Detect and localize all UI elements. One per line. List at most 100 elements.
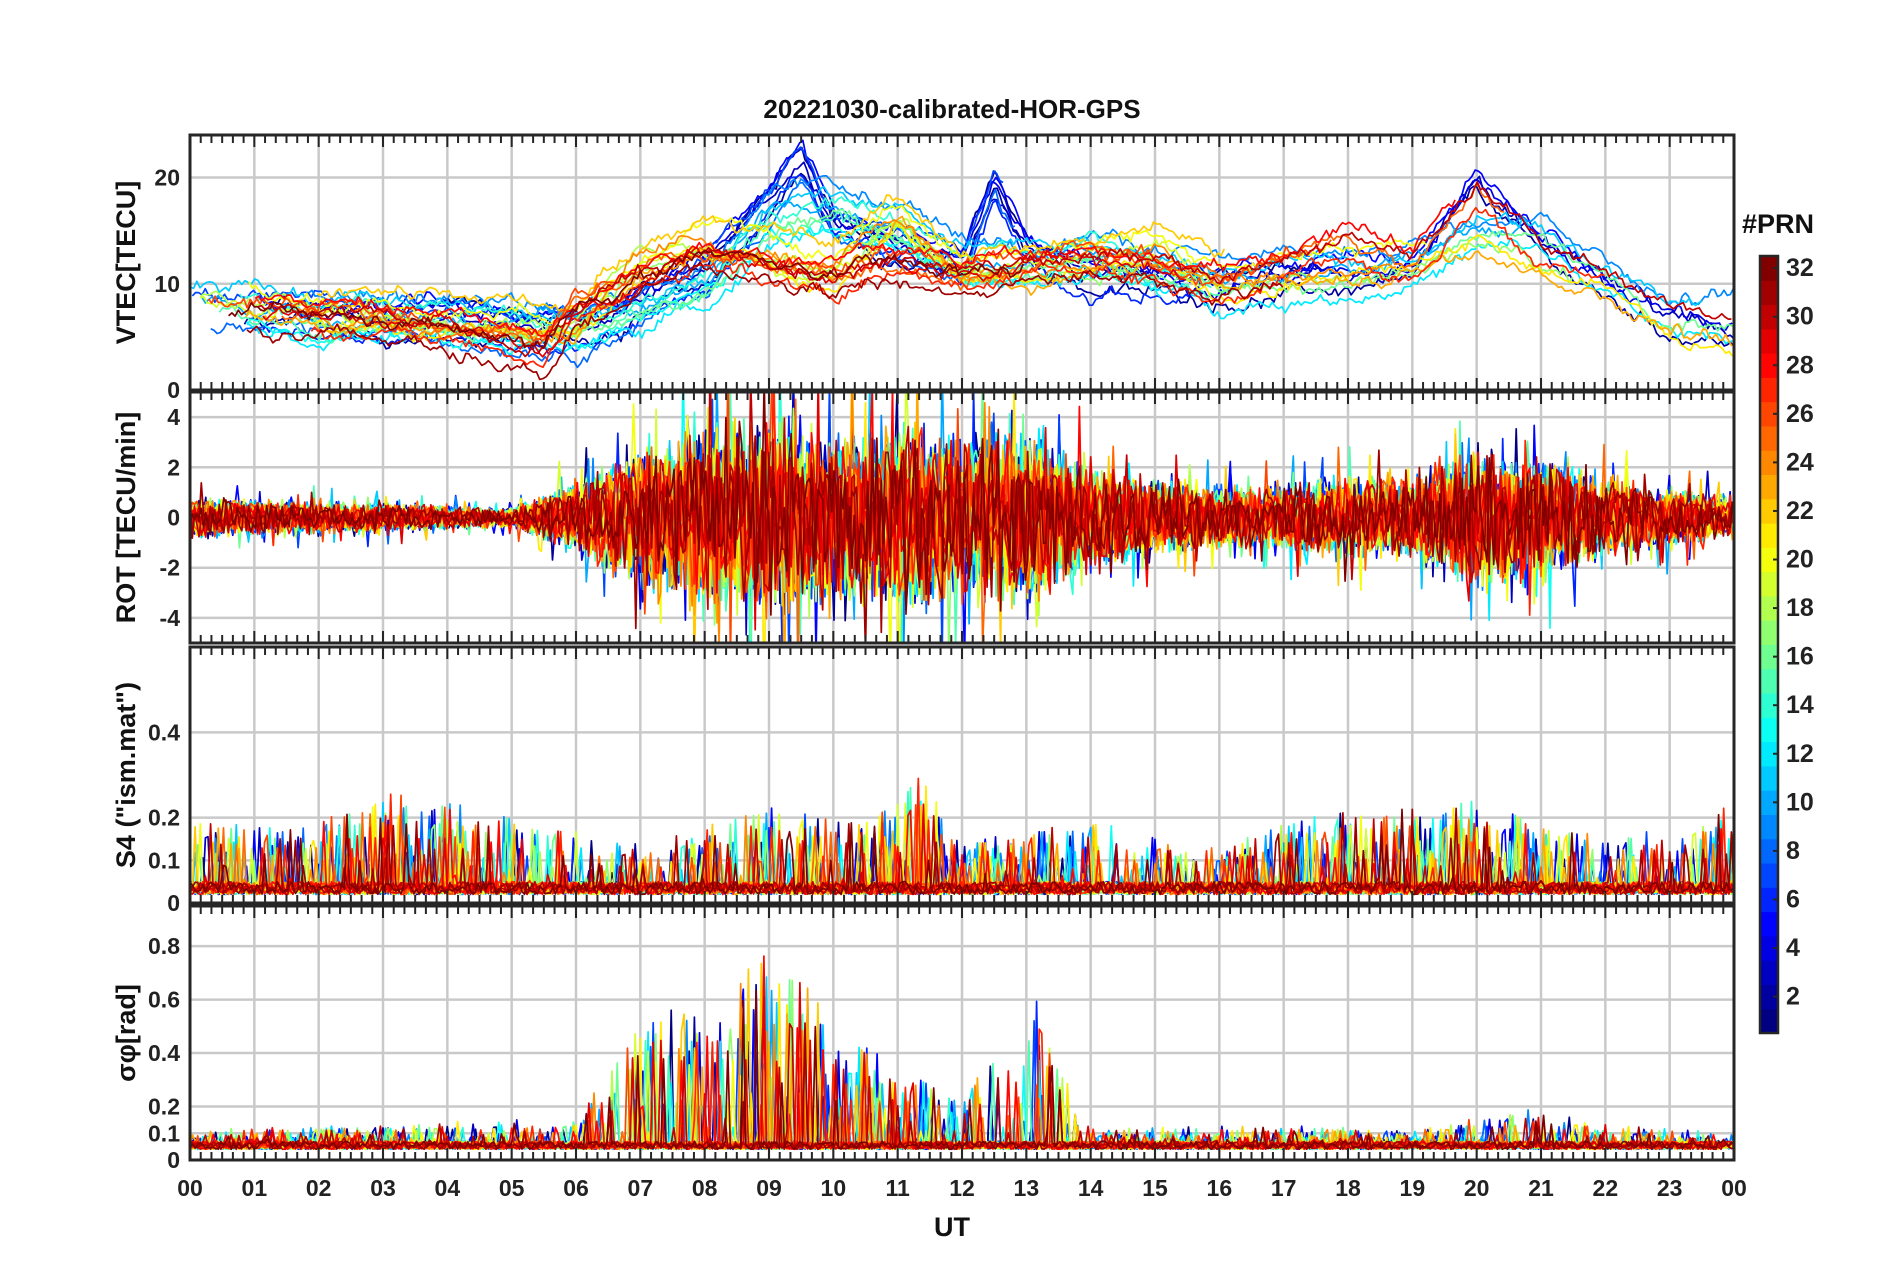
x-tick-label: 14 xyxy=(1078,1175,1104,1201)
x-tick-label: 13 xyxy=(1014,1175,1040,1201)
colorbar-segment xyxy=(1760,498,1778,524)
y-tick-label: 0.8 xyxy=(148,933,180,959)
colorbar-segment xyxy=(1760,984,1778,1010)
colorbar-segment xyxy=(1760,668,1778,694)
colorbar-tick-label: 10 xyxy=(1786,788,1814,816)
colorbar-segment xyxy=(1760,717,1778,743)
colorbar-tick-label: 30 xyxy=(1786,303,1814,331)
colorbar-segment xyxy=(1760,328,1778,354)
colorbar-segment xyxy=(1760,353,1778,378)
x-tick-label: 09 xyxy=(756,1175,782,1201)
colorbar-segment xyxy=(1760,765,1778,791)
y-tick-label: 0.2 xyxy=(148,1094,180,1120)
colorbar-tick-label: 26 xyxy=(1786,400,1814,428)
panel-3: 0 0.1 0.2 0.4 S4 ("ism.mat") xyxy=(111,645,1736,916)
series-prn-32 xyxy=(190,392,1734,616)
colorbar-tick-label: 14 xyxy=(1786,691,1814,719)
series-prn-9 xyxy=(308,175,1734,317)
y-axis-label: S4 ("ism.mat") xyxy=(111,682,141,868)
y-axis-label: VTEC[TECU] xyxy=(111,181,141,345)
colorbar-tick-label: 16 xyxy=(1786,643,1814,671)
panel-4: 00.10.2 0.4 0.6 0.8 σφ[rad] xyxy=(111,904,1736,1173)
x-tick-label: 05 xyxy=(499,1175,525,1201)
colorbar-segment xyxy=(1760,571,1778,597)
x-tick-label: 15 xyxy=(1142,1175,1168,1201)
x-tick-label: 00 xyxy=(1721,1175,1747,1201)
y-tick-label: 0.2 xyxy=(148,805,180,831)
colorbar-tick-label: 22 xyxy=(1786,497,1814,525)
colorbar-frame xyxy=(1758,254,1780,1035)
x-tick-label: 00 xyxy=(177,1175,203,1201)
colorbar-tick-label: 20 xyxy=(1786,546,1814,574)
colorbar-segment xyxy=(1760,741,1778,767)
colorbar-segment xyxy=(1760,474,1778,500)
y-tick-label: -4 xyxy=(160,605,181,631)
panel-2: -4 -2 0 2 4 ROT [TECU/min] xyxy=(111,390,1736,645)
colorbar-tick-label: 12 xyxy=(1786,740,1814,768)
colorbar-segment xyxy=(1760,425,1778,451)
y-tick-label: -2 xyxy=(160,555,180,581)
colorbar-segment xyxy=(1760,547,1778,573)
series-prn-28 xyxy=(254,199,1456,337)
x-tick-label: 10 xyxy=(821,1175,847,1201)
y-tick-label: 0.6 xyxy=(148,987,180,1013)
colorbar-segment xyxy=(1760,595,1778,621)
colorbar-segment xyxy=(1760,450,1778,476)
x-tick-label: 11 xyxy=(886,1175,911,1201)
x-tick-label: 12 xyxy=(949,1175,975,1201)
series-prn-32 xyxy=(228,249,1024,349)
x-tick-label: 22 xyxy=(1593,1175,1619,1201)
series-prn-31 xyxy=(190,435,1734,643)
colorbar-segment xyxy=(1760,960,1778,985)
x-axis-label: UT xyxy=(934,1212,970,1242)
x-tick-label: 21 xyxy=(1528,1175,1554,1201)
y-tick-label: 4 xyxy=(167,404,180,430)
x-tick-label: 02 xyxy=(306,1175,332,1201)
panel-1: 0 10 20 VTEC[TECU] xyxy=(111,133,1736,403)
colorbar-segment xyxy=(1760,644,1778,670)
series-prn-30 xyxy=(257,181,1732,358)
y-tick-label: 0 xyxy=(167,505,180,531)
colorbar-segment xyxy=(1760,693,1778,718)
y-tick-label: 0.4 xyxy=(148,1040,180,1066)
colorbar-segment xyxy=(1760,256,1778,281)
colorbar-segment xyxy=(1760,1008,1778,1034)
y-tick-label: 0 xyxy=(167,377,180,403)
colorbar-segment xyxy=(1760,377,1778,403)
x-tick-label: 18 xyxy=(1335,1175,1361,1201)
x-tick-label: 01 xyxy=(242,1175,268,1201)
colorbar-tick-label: 8 xyxy=(1786,837,1800,865)
y-axis-label: σφ[rad] xyxy=(111,984,141,1082)
y-tick-label: 0 xyxy=(167,1147,180,1173)
x-tick-label: 20 xyxy=(1464,1175,1490,1201)
colorbar-segment xyxy=(1760,280,1778,306)
colorbar-segment xyxy=(1760,304,1778,330)
y-tick-label: 0.4 xyxy=(148,719,180,745)
x-tick-label: 07 xyxy=(628,1175,654,1201)
plot-frame xyxy=(188,133,1736,392)
x-tick-label: 23 xyxy=(1657,1175,1683,1201)
y-tick-label: 2 xyxy=(167,454,180,480)
colorbar-tick-label: 28 xyxy=(1786,351,1814,379)
colorbar-segment xyxy=(1760,863,1778,888)
y-axis-label: ROT [TECU/min] xyxy=(111,412,141,623)
colorbar-segment xyxy=(1760,401,1778,427)
y-tick-label: 0.1 xyxy=(148,847,180,873)
y-tick-label: 20 xyxy=(154,165,180,191)
colorbar-segment xyxy=(1760,911,1778,937)
colorbar-segment xyxy=(1760,935,1778,961)
plot-frame xyxy=(188,904,1736,1162)
x-tick-labels: 00 01 02 03 04 05 06 07 08 09 10 11 12 13 14 15 16 17 18 19… xyxy=(177,1175,1747,1201)
colorbar-segment xyxy=(1760,620,1778,645)
colorbar-title: #PRN xyxy=(1742,209,1814,239)
y-tick-label: 0.1 xyxy=(148,1120,180,1146)
traces xyxy=(190,139,1734,381)
y-tick-label: 10 xyxy=(154,271,180,297)
x-tick-label: 17 xyxy=(1271,1175,1297,1201)
y-tick-label: 0 xyxy=(167,890,180,916)
colorbar-tick-label: 24 xyxy=(1786,448,1814,476)
x-tick-label: 04 xyxy=(435,1175,461,1201)
traces xyxy=(190,955,1734,1151)
